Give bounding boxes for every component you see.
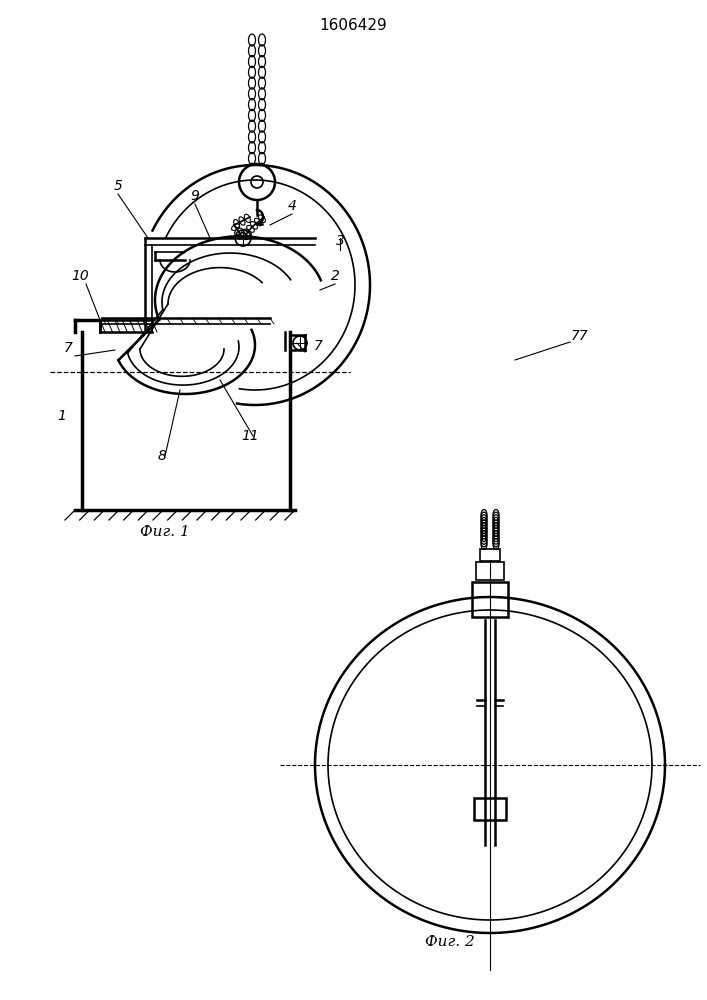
Text: 8: 8 (158, 449, 166, 463)
Text: 7: 7 (64, 341, 72, 355)
Text: Фиг. 2: Фиг. 2 (425, 935, 475, 949)
Text: 4: 4 (288, 199, 296, 213)
Text: 77: 77 (571, 329, 589, 343)
Bar (476, 562, 504, 580)
Circle shape (239, 164, 275, 200)
Bar (480, 549, 500, 561)
Text: 1: 1 (57, 409, 66, 423)
Bar (472, 582, 508, 617)
Text: 10: 10 (71, 269, 89, 283)
Circle shape (235, 230, 251, 246)
Text: 2: 2 (331, 269, 339, 283)
Bar (474, 798, 506, 820)
Text: 7: 7 (314, 339, 322, 353)
Text: 3: 3 (336, 234, 344, 248)
Text: 9: 9 (191, 189, 199, 203)
Text: 5: 5 (114, 179, 122, 193)
Text: 11: 11 (241, 429, 259, 443)
Text: 1606429: 1606429 (319, 17, 387, 32)
Text: Фиг. 1: Фиг. 1 (140, 525, 190, 539)
